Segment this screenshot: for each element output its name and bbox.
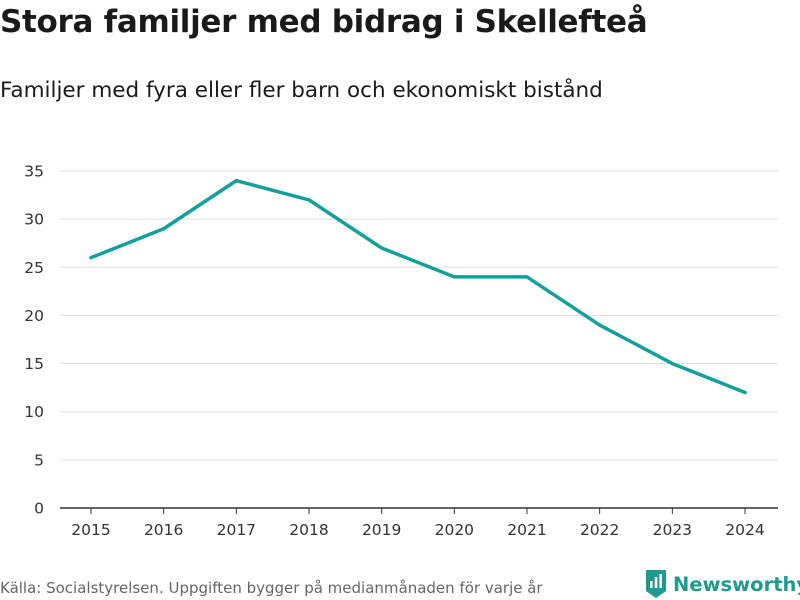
brand-name: Newsworthy [673, 572, 800, 596]
x-tick-label: 2015 [71, 521, 110, 539]
newsworthy-logo-icon [646, 570, 666, 598]
y-tick-label: 15 [24, 355, 44, 373]
gridlines [60, 170, 778, 461]
y-tick-label: 25 [24, 259, 44, 277]
data-point [525, 275, 529, 279]
x-tick-label: 2022 [580, 521, 619, 539]
data-point [379, 246, 384, 250]
data-point [670, 361, 675, 366]
y-tick-label: 0 [34, 500, 44, 518]
x-tick-label: 2020 [435, 521, 474, 539]
x-tick-label: 2021 [507, 521, 546, 539]
data-point [452, 275, 457, 279]
data-point [307, 198, 311, 202]
source-note: Källa: Socialstyrelsen. Uppgiften bygger… [0, 579, 543, 597]
y-tick-label: 30 [24, 211, 44, 229]
chart-title: Stora familjer med bidrag i Skellefteå [0, 4, 648, 40]
x-tick-label: 2024 [725, 521, 764, 539]
data-point [234, 178, 239, 183]
axes: 0 5 10 15 20 25 30 35 2015 2016 2017 2018 2019 2020 20… [24, 163, 778, 539]
data-point [89, 255, 93, 260]
x-tick-label: 2019 [362, 521, 401, 539]
brand-logo: Newsworthy [645, 569, 800, 599]
x-tick-label: 2016 [144, 521, 183, 539]
x-tick-label: 2018 [289, 521, 328, 539]
y-tick-label: 20 [24, 307, 44, 325]
data-point [597, 323, 602, 327]
y-tick-label: 10 [24, 403, 44, 421]
data-point [161, 227, 166, 231]
y-tick-label: 5 [34, 451, 44, 469]
chart-subtitle: Familjer med fyra eller fler barn och ek… [0, 78, 603, 103]
series-layer [89, 178, 747, 395]
data-point [743, 390, 747, 395]
x-tick-label: 2017 [217, 521, 256, 539]
x-tick-label: 2023 [653, 521, 692, 539]
series-line [89, 178, 747, 395]
y-tick-label: 35 [24, 163, 44, 181]
